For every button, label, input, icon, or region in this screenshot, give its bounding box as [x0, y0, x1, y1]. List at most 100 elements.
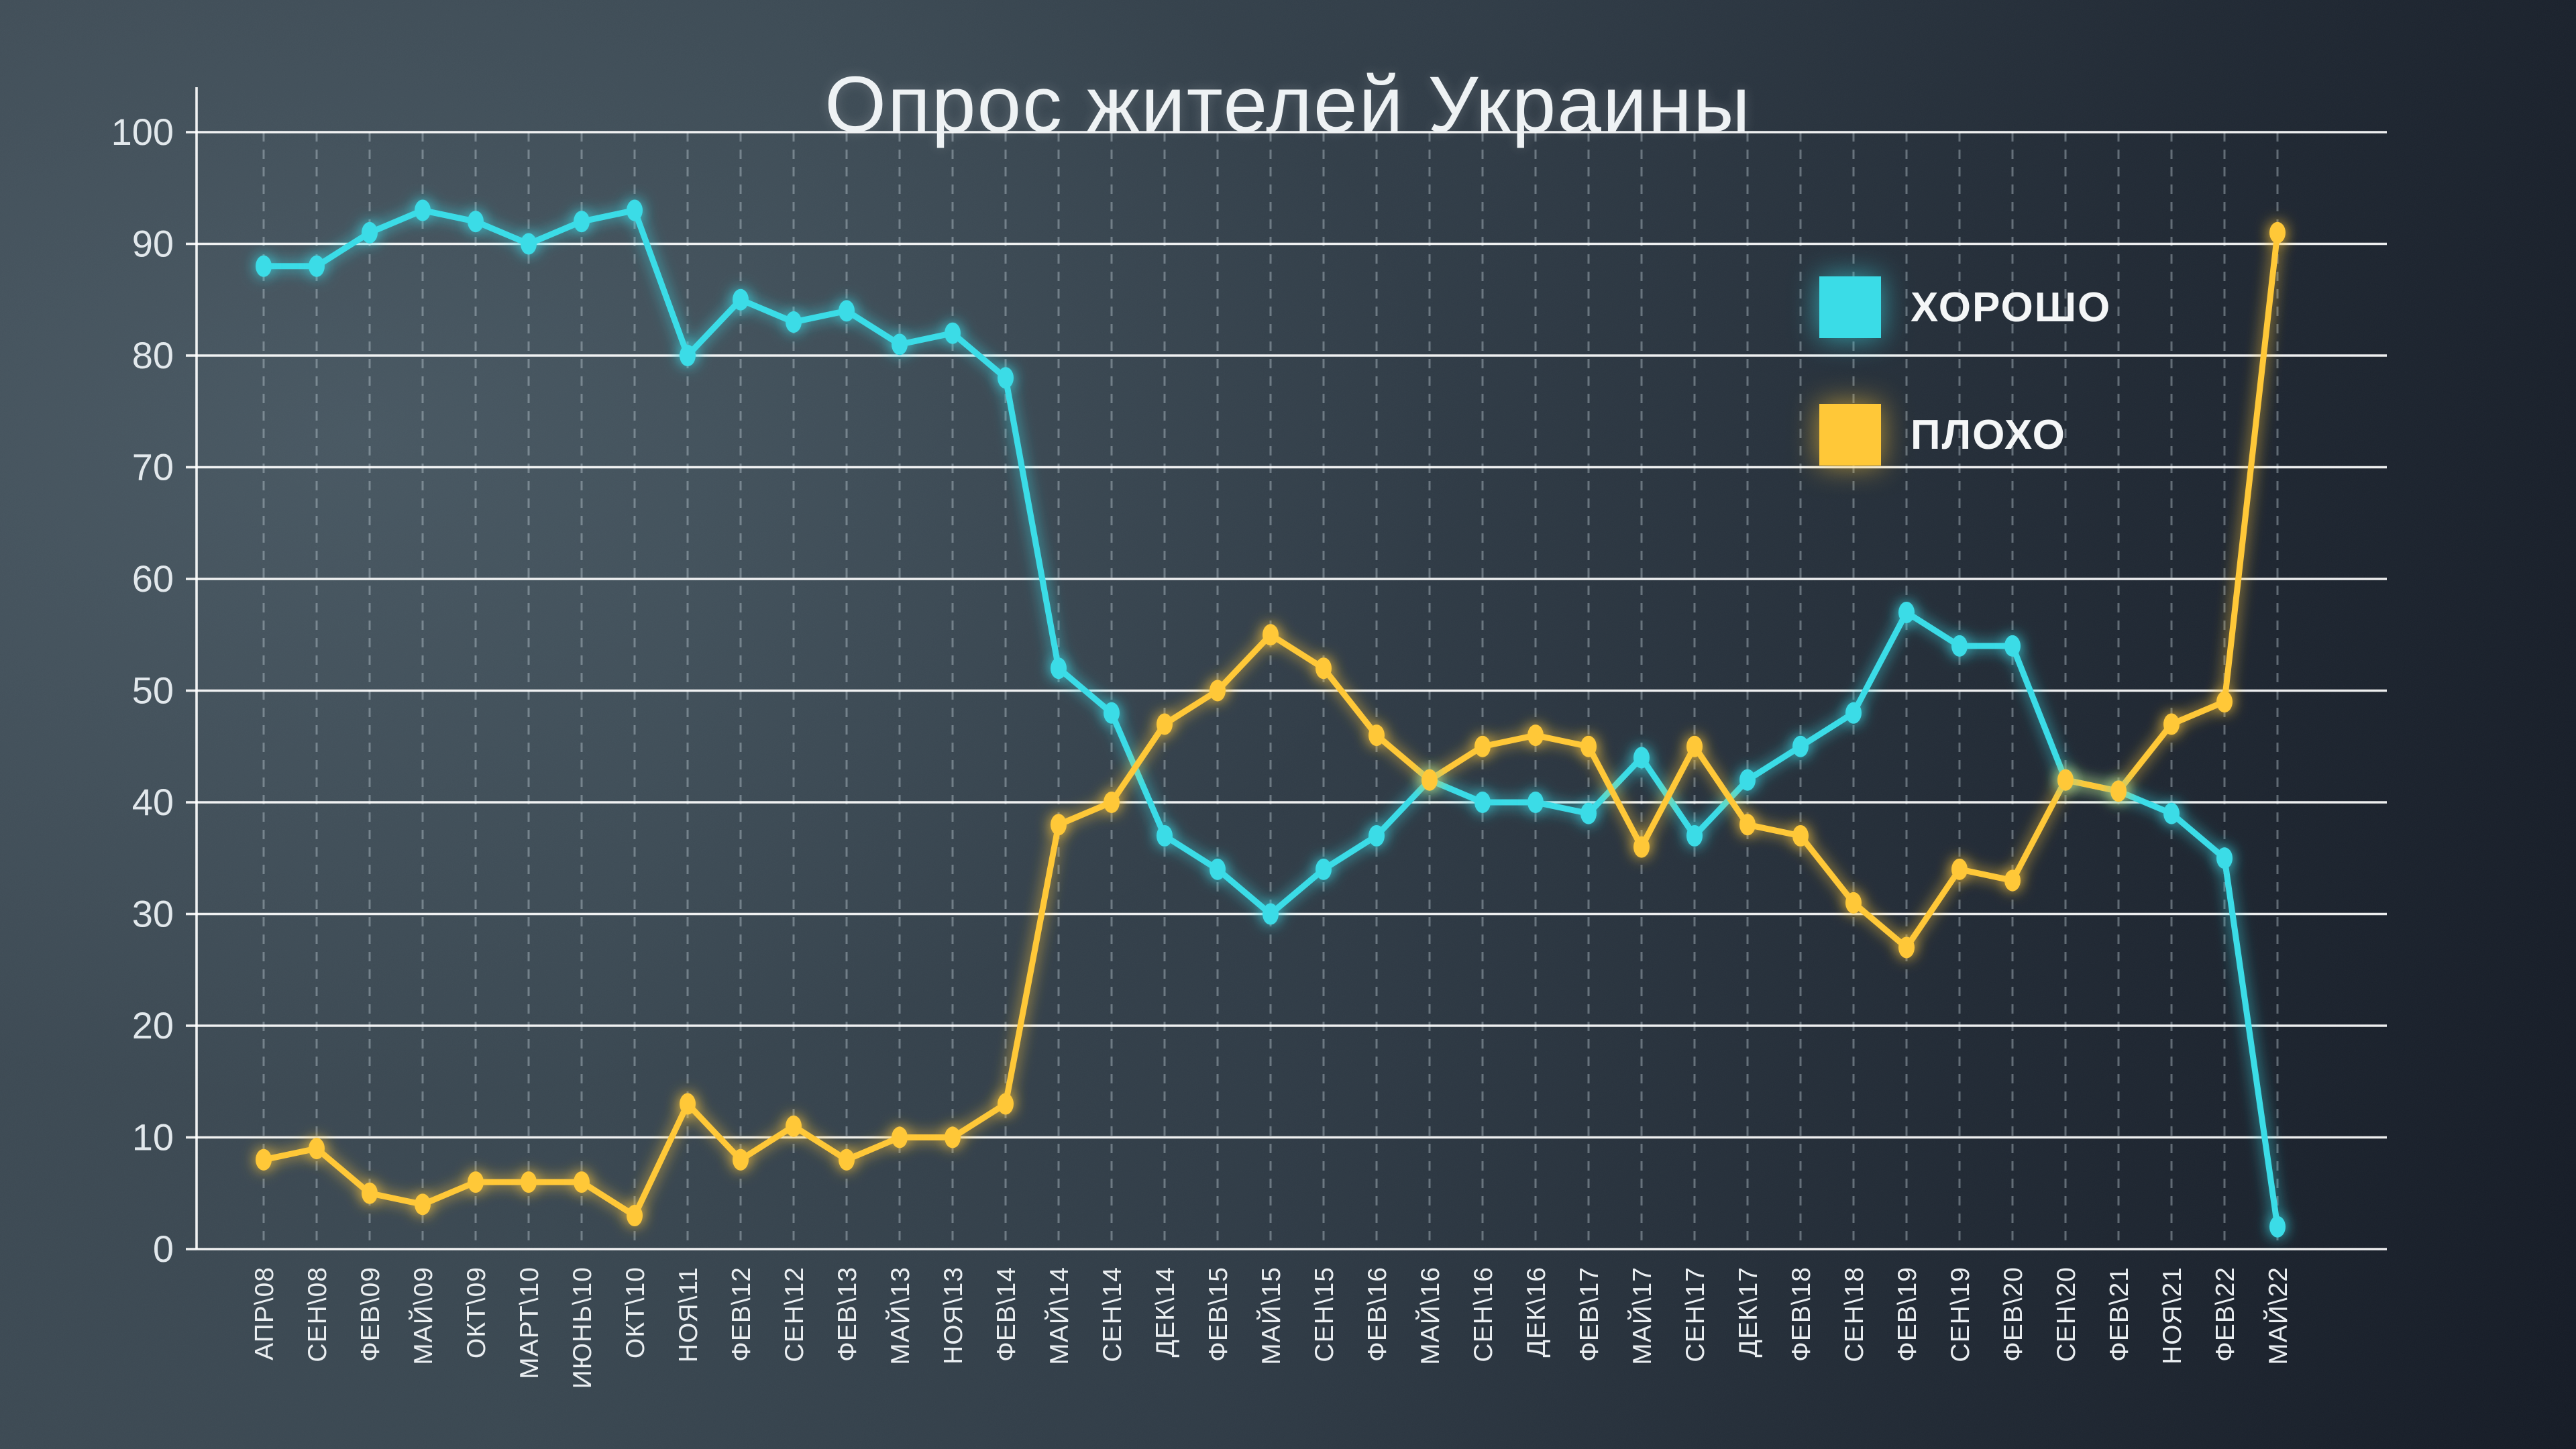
- data-point: [680, 345, 696, 366]
- data-point: [998, 1093, 1014, 1115]
- data-point: [627, 1205, 643, 1227]
- data-point: [1263, 903, 1279, 925]
- x-tick-label: МАЙ\16: [1415, 1267, 1445, 1365]
- data-point: [2216, 691, 2233, 713]
- data-point: [1739, 769, 1756, 791]
- data-point: [680, 1093, 696, 1115]
- x-tick-label: ФЕВ\15: [1204, 1267, 1233, 1362]
- data-point: [2110, 780, 2127, 802]
- data-point: [1527, 792, 1544, 813]
- data-point: [1474, 792, 1491, 813]
- data-point: [1316, 858, 1332, 880]
- x-tick-label: ОКТ\09: [462, 1267, 491, 1358]
- data-point: [1580, 735, 1597, 757]
- y-tick-label: 60: [132, 557, 174, 600]
- data-point: [415, 1193, 431, 1216]
- y-tick-label: 20: [132, 1004, 174, 1046]
- data-point: [998, 367, 1014, 389]
- data-point: [945, 322, 961, 344]
- data-point: [1845, 892, 1862, 914]
- data-point: [1368, 824, 1385, 847]
- data-point: [733, 288, 749, 311]
- x-tick-label: ФЕВ\12: [727, 1267, 756, 1362]
- x-tick-label: МАЙ\22: [2263, 1267, 2293, 1365]
- y-tick-label: 100: [111, 111, 174, 153]
- x-tick-label: ДЕК\14: [1151, 1267, 1180, 1357]
- x-axis-tick-labels: АПР\08 СЕН\08 ФЕВ\09 МАЙ\09 ОКТ\09 МАРТ\10 ИЮН…: [250, 1267, 2293, 1389]
- x-tick-label: СЕН\12: [780, 1267, 809, 1362]
- data-point: [1157, 713, 1173, 735]
- x-tick-label: ИЮНЬ\10: [568, 1267, 597, 1389]
- x-tick-label: МАЙ\09: [408, 1267, 438, 1365]
- x-tick-label: ФЕВ\22: [2211, 1267, 2240, 1362]
- data-point: [1633, 747, 1650, 769]
- data-point: [786, 1115, 802, 1137]
- data-point: [1368, 724, 1385, 747]
- data-point: [574, 1171, 590, 1193]
- x-tick-label: СЕН\18: [1840, 1267, 1869, 1362]
- data-point: [1527, 724, 1544, 747]
- data-point: [1633, 836, 1650, 858]
- data-point: [1263, 624, 1279, 646]
- data-point: [1739, 814, 1756, 836]
- data-point: [839, 300, 855, 322]
- data-point: [2057, 769, 2074, 791]
- x-tick-label: ФЕВ\18: [1787, 1267, 1816, 1362]
- horizontal-gridlines: [197, 131, 2387, 1250]
- data-point: [1792, 735, 1809, 757]
- good-series-label: ХОРОШО: [1911, 284, 2112, 331]
- data-point: [1580, 802, 1597, 824]
- data-point: [2004, 635, 2021, 657]
- y-axis: [186, 87, 198, 1250]
- data-point: [786, 311, 802, 333]
- data-point: [309, 255, 325, 277]
- data-point: [1210, 858, 1226, 880]
- x-tick-label: МАЙ\17: [1627, 1267, 1657, 1365]
- x-tick-label: НОЯ\11: [674, 1267, 703, 1362]
- data-point: [2004, 869, 2021, 892]
- data-point: [1104, 792, 1120, 813]
- data-point: [2163, 713, 2180, 735]
- x-tick-label: ФЕВ\17: [1575, 1267, 1604, 1362]
- data-point: [1951, 858, 1968, 880]
- x-tick-label: НОЯ\21: [2158, 1267, 2187, 1364]
- x-tick-label: СЕН\16: [1469, 1267, 1498, 1362]
- x-tick-label: ФЕВ\13: [833, 1267, 862, 1362]
- data-point: [521, 233, 537, 255]
- y-tick-label: 90: [132, 223, 174, 265]
- x-tick-label: СЕН\08: [303, 1267, 332, 1362]
- x-tick-label: МАЙ\15: [1256, 1267, 1286, 1365]
- data-point: [1210, 680, 1226, 702]
- data-point: [1792, 824, 1809, 847]
- x-tick-label: СЕН\15: [1310, 1267, 1339, 1362]
- data-point: [839, 1148, 855, 1171]
- data-point: [256, 255, 272, 277]
- data-point: [2163, 802, 2180, 824]
- data-point: [892, 1126, 908, 1148]
- y-tick-label: 50: [132, 669, 174, 712]
- data-point: [892, 333, 908, 356]
- y-tick-label: 10: [132, 1116, 174, 1159]
- x-tick-label: СЕН\14: [1098, 1267, 1127, 1362]
- x-tick-label: МАЙ\13: [885, 1267, 915, 1365]
- x-tick-label: ДЕК\16: [1522, 1267, 1551, 1357]
- data-point: [1474, 735, 1491, 757]
- x-tick-label: ФЕВ\21: [2105, 1267, 2134, 1362]
- data-point: [1898, 936, 1915, 959]
- x-tick-label: ДЕК\17: [1734, 1267, 1763, 1357]
- data-point: [468, 1171, 484, 1193]
- series-markers-ХОРОШО: [256, 199, 2286, 1238]
- y-tick-label: 70: [132, 446, 174, 488]
- data-point: [256, 1148, 272, 1171]
- legend-item-bad: ПЛОХО: [1819, 404, 2111, 466]
- legend-item-good: ХОРОШО: [1819, 276, 2111, 338]
- data-point: [1845, 702, 1862, 724]
- y-tick-label: 0: [153, 1228, 174, 1270]
- data-point: [1686, 824, 1703, 847]
- x-tick-label: ФЕВ\09: [356, 1267, 385, 1362]
- x-tick-label: ОКТ\10: [621, 1267, 650, 1358]
- data-point: [362, 221, 378, 244]
- data-point: [309, 1138, 325, 1160]
- x-tick-label: АПР\08: [250, 1267, 279, 1360]
- x-tick-label: СЕН\19: [1946, 1267, 1975, 1362]
